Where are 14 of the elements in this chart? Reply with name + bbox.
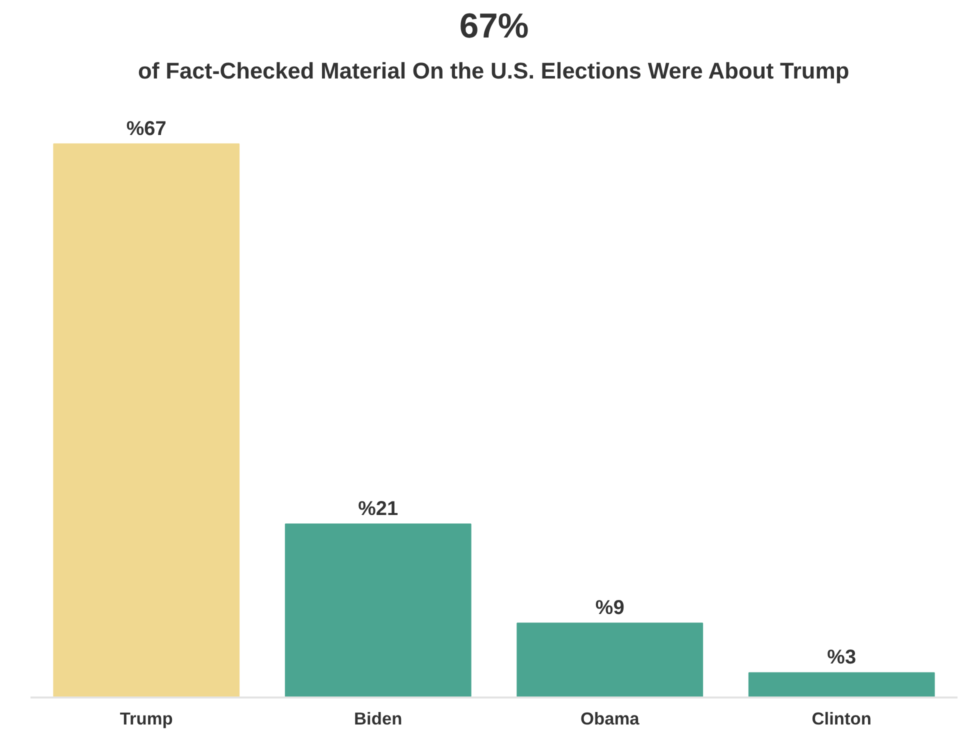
bar (516, 622, 704, 698)
data-label: %67 (126, 118, 166, 140)
chart-subtitle: of Fact-Checked Material On the U.S. Elections Were About Trump (138, 58, 850, 84)
bar (748, 672, 935, 698)
x-tick-label: Obama (580, 708, 640, 728)
x-tick-label: Biden (354, 708, 402, 728)
bar (284, 523, 472, 698)
data-label: %9 (595, 597, 624, 620)
x-tick-label: Clinton (812, 708, 872, 728)
data-label: %3 (827, 646, 856, 669)
chart-title: 67% (459, 8, 529, 46)
x-tick-label: Trump (120, 708, 173, 728)
bar (53, 143, 240, 698)
data-label: %21 (358, 498, 398, 520)
